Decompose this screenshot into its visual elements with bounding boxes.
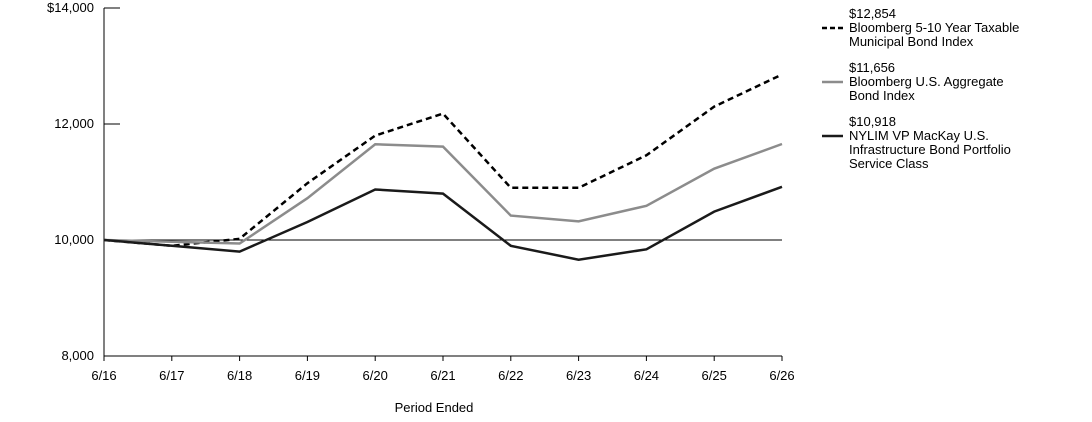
- x-tick-label: 6/24: [634, 368, 659, 383]
- legend-label-3: NYLIM VP MacKay U.S.: [849, 128, 989, 143]
- x-tick-label: 6/23: [566, 368, 591, 383]
- series-line-3: [103, 185, 783, 261]
- x-tick-label: 6/25: [702, 368, 727, 383]
- series-lines: [103, 73, 783, 261]
- legend-value-2: $11,656: [849, 60, 895, 75]
- series-line-1: [103, 73, 783, 248]
- x-tick-label: 6/26: [769, 368, 794, 383]
- legend-value-3: $10,918: [849, 114, 896, 129]
- x-axis-title: Period Ended: [395, 400, 474, 415]
- x-tick-label: 6/16: [91, 368, 116, 383]
- x-tick-label: 6/21: [430, 368, 455, 383]
- x-tick-label: 6/17: [159, 368, 184, 383]
- x-tick-label: 6/18: [227, 368, 252, 383]
- legend-label-2: Bond Index: [849, 88, 915, 103]
- x-tick-label: 6/19: [295, 368, 320, 383]
- y-tick-label: 8,000: [61, 348, 94, 363]
- series-line-2: [103, 142, 783, 245]
- legend-value-1: $12,854: [849, 6, 896, 21]
- y-tick-label: $14,000: [47, 0, 94, 15]
- y-tick-label: 10,000: [54, 232, 94, 247]
- legend-label-3: Service Class: [849, 156, 929, 171]
- legend-label-1: Bloomberg 5-10 Year Taxable: [849, 20, 1019, 35]
- legend-label-1: Municipal Bond Index: [849, 34, 974, 49]
- x-tick-label: 6/22: [498, 368, 523, 383]
- x-tick-label: 6/20: [363, 368, 388, 383]
- legend-label-2: Bloomberg U.S. Aggregate: [849, 74, 1004, 89]
- y-tick-label: 12,000: [54, 116, 94, 131]
- legend-label-3: Infrastructure Bond Portfolio: [849, 142, 1011, 157]
